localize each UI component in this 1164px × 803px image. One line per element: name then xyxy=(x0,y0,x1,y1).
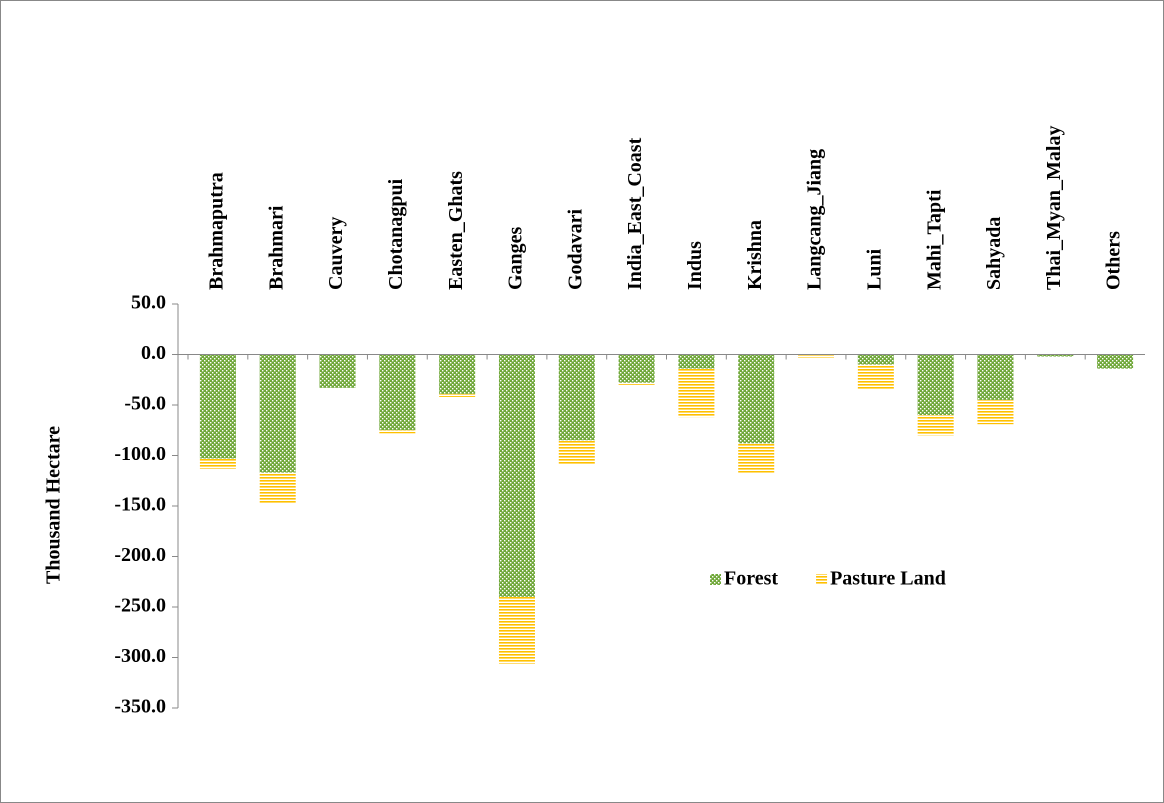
x-tick-label: Chotanagpui xyxy=(385,178,407,290)
bar xyxy=(857,354,894,365)
bar xyxy=(678,354,715,369)
bar xyxy=(558,440,595,465)
x-tick-label: Thai_Myan_Malay xyxy=(1043,126,1065,290)
bar xyxy=(379,354,416,431)
x-tick-label: Brahmari xyxy=(265,205,287,290)
legend-label: Pasture Land xyxy=(830,568,946,590)
x-tick-label: Others xyxy=(1103,231,1125,290)
legend-label: Forest xyxy=(724,568,778,590)
y-tick-label: -300.0 xyxy=(114,645,166,667)
x-tick-label: Mahi_Tapti xyxy=(923,189,945,290)
bar xyxy=(977,354,1014,400)
y-tick-label: 50.0 xyxy=(131,292,166,314)
x-tick-label: Luni xyxy=(863,248,885,290)
legend-swatch xyxy=(816,574,828,585)
bar xyxy=(439,354,476,394)
bar xyxy=(917,354,954,416)
bar xyxy=(379,430,416,434)
bar xyxy=(498,354,535,597)
x-tick-label: Ganges xyxy=(505,226,527,290)
bar xyxy=(199,458,236,469)
y-tick-label: 0.0 xyxy=(141,342,166,364)
bar xyxy=(857,364,894,390)
bar xyxy=(618,382,655,385)
x-tick-label: Easten_Ghats xyxy=(445,171,467,290)
y-axis-title: Thousand Hectare xyxy=(43,426,65,584)
y-tick-label: -150.0 xyxy=(114,494,166,516)
x-tick-label: Sahyada xyxy=(983,217,1005,290)
y-tick-label: -50.0 xyxy=(124,393,166,415)
legend-swatch xyxy=(710,574,721,585)
bar xyxy=(199,354,236,459)
bar xyxy=(558,354,595,441)
x-tick-label: India_East_Coast xyxy=(624,137,646,290)
bar xyxy=(618,354,655,383)
bar xyxy=(259,472,296,504)
bar xyxy=(439,393,476,397)
bar xyxy=(1097,354,1134,369)
y-tick-label: -100.0 xyxy=(114,443,166,465)
bar xyxy=(798,354,835,358)
bar xyxy=(977,399,1014,425)
x-tick-label: Krishna xyxy=(744,220,766,290)
bar xyxy=(1037,354,1074,357)
x-tick-label: Indus xyxy=(684,241,706,290)
bar xyxy=(678,368,715,418)
bar xyxy=(917,415,954,436)
x-tick-label: Godavari xyxy=(564,208,586,290)
y-tick-label: -200.0 xyxy=(114,544,166,566)
y-tick-label: -250.0 xyxy=(114,595,166,617)
bar xyxy=(319,354,356,388)
y-tick-label: -350.0 xyxy=(114,696,166,718)
bar xyxy=(738,443,775,473)
x-tick-label: Brahmaputra xyxy=(206,172,228,290)
bar xyxy=(259,354,296,473)
bar xyxy=(738,354,775,444)
bar xyxy=(498,596,535,664)
x-tick-label: Langcang_Jiang xyxy=(804,149,826,290)
x-tick-label: Cauvery xyxy=(325,217,347,290)
